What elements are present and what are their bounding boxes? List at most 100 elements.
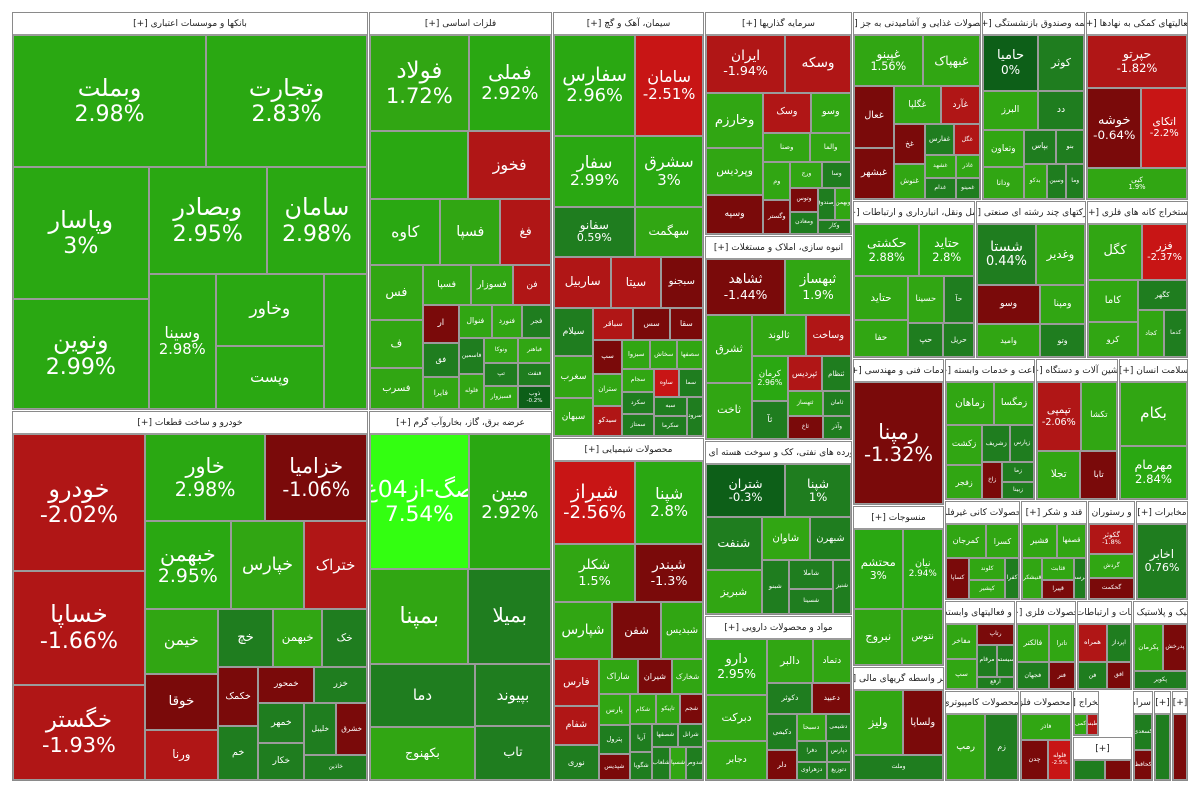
stock-tile[interactable]: چدن: [1021, 740, 1049, 780]
stock-tile[interactable]: زفجر: [946, 465, 983, 499]
stock-tile[interactable]: مفاخر: [946, 624, 977, 660]
stock-tile[interactable]: حپ: [907, 322, 944, 357]
stock-tile[interactable]: نبروج: [854, 609, 903, 665]
stock-tile[interactable]: فنر: [1048, 662, 1075, 689]
stock-tile[interactable]: حتاید 2.8%: [919, 224, 974, 277]
stock-tile[interactable]: خزامیا -1.06%: [265, 434, 367, 522]
stock-tile[interactable]: وپردیس: [706, 148, 764, 195]
sector-header[interactable]: مخابرات [+]: [1137, 502, 1187, 524]
stock-tile[interactable]: وسو: [810, 92, 851, 133]
stock-tile[interactable]: خیمن: [144, 608, 218, 674]
stock-tile[interactable]: خم: [217, 725, 259, 780]
stock-tile[interactable]: خاور 2.98%: [144, 434, 266, 522]
stock-tile[interactable]: سبهان: [554, 398, 593, 436]
stock-tile[interactable]: والما: [810, 132, 851, 163]
stock-tile[interactable]: خمحور: [258, 667, 315, 704]
stock-tile[interactable]: نتوس: [902, 609, 943, 665]
stock-tile[interactable]: سمتاز: [622, 414, 654, 436]
stock-tile[interactable]: غگلپا: [894, 86, 941, 124]
stock-tile[interactable]: شپارس: [554, 602, 612, 660]
stock-tile[interactable]: خکار: [258, 742, 305, 780]
stock-tile[interactable]: خبهمن 2.95%: [144, 521, 231, 609]
stock-tile[interactable]: شستا 0.44%: [977, 224, 1036, 285]
stock-tile[interactable]: ورنا: [144, 730, 218, 780]
sector-header[interactable]: سلامت انسان [+]: [1120, 360, 1187, 382]
stock-tile[interactable]: دتوزیع: [826, 761, 851, 780]
stock-tile[interactable]: غبهپاک: [922, 35, 980, 87]
stock-tile[interactable]: بکام: [1120, 382, 1187, 446]
stock-tile[interactable]: تاترا: [1048, 624, 1075, 663]
sector-header[interactable]: تولید محصولات کامپیوتری [+]: [946, 692, 1018, 714]
stock-tile[interactable]: محتشم 3%: [854, 529, 903, 610]
stock-tile[interactable]: تاپیکو: [655, 694, 681, 724]
stock-tile[interactable]: سبه: [653, 396, 687, 417]
stock-tile[interactable]: قشیر: [1022, 524, 1057, 559]
stock-tile[interactable]: کپشیر: [969, 580, 1006, 599]
stock-tile[interactable]: وتو: [1040, 323, 1085, 357]
stock-tile[interactable]: دجابر: [706, 741, 768, 780]
sector-header[interactable]: منسوجات [+]: [854, 507, 943, 529]
sector-header[interactable]: سیمان، آهک و گچ [+]: [554, 13, 703, 35]
stock-tile[interactable]: غپینو 1.56%: [854, 35, 923, 87]
stock-tile[interactable]: خمهر: [258, 703, 305, 743]
stock-tile[interactable]: فولاد 1.72%: [370, 35, 469, 132]
stock-tile[interactable]: شلعاب: [652, 747, 670, 780]
stock-tile[interactable]: کوثر: [1038, 35, 1084, 91]
stock-tile[interactable]: فجهان: [1017, 662, 1049, 689]
stock-tile[interactable]: قلرست: [1073, 558, 1086, 599]
stock-tile[interactable]: شپنا 2.8%: [635, 461, 703, 545]
sector-header[interactable]: سایر محصولات کانی غیرفلزی [+]: [946, 502, 1019, 524]
sector-header[interactable]: شرکتهای چند رشته ای صنعتی [+]: [977, 202, 1085, 224]
stock-tile[interactable]: کمی: [1074, 714, 1088, 735]
stock-tile[interactable]: فس: [370, 265, 423, 321]
stock-tile[interactable]: بنو: [1056, 129, 1084, 164]
stock-tile[interactable]: سما: [678, 369, 703, 397]
stock-tile[interactable]: حکشتی 2.88%: [854, 224, 920, 277]
stock-tile[interactable]: سفارس 2.96%: [554, 35, 636, 137]
sector-header[interactable]: [+]: [1074, 738, 1131, 760]
stock-tile[interactable]: وتعاون: [983, 129, 1024, 168]
stock-tile[interactable]: همراه: [1078, 624, 1107, 663]
stock-tile[interactable]: زم: [985, 714, 1018, 780]
stock-tile[interactable]: وما: [1066, 163, 1084, 199]
stock-tile[interactable]: خلیبل: [304, 703, 337, 756]
stock-tile[interactable]: [370, 131, 469, 199]
stock-tile[interactable]: ثامان: [822, 390, 851, 417]
stock-tile[interactable]: فلوله -2.5%: [1048, 740, 1071, 780]
stock-tile[interactable]: ثنظام: [821, 356, 851, 391]
stock-tile[interactable]: سپ: [592, 340, 623, 375]
stock-tile[interactable]: سخاش: [650, 340, 678, 370]
stock-tile[interactable]: فاسمین: [459, 338, 485, 375]
stock-tile[interactable]: دما: [370, 664, 475, 727]
stock-tile[interactable]: ولیز: [854, 690, 903, 756]
stock-tile[interactable]: سیدکو: [592, 406, 623, 436]
stock-tile[interactable]: ثتهساز: [787, 390, 823, 417]
stock-tile[interactable]: غشهد: [924, 155, 956, 179]
stock-tile[interactable]: سکرما: [653, 416, 687, 436]
stock-tile[interactable]: دکیمی: [767, 714, 797, 750]
stock-tile[interactable]: وسینا 2.98%: [148, 273, 216, 409]
stock-tile[interactable]: وساخت: [805, 315, 851, 357]
stock-tile[interactable]: خچ: [217, 608, 274, 668]
stock-tile[interactable]: وخارزم: [706, 92, 764, 149]
stock-tile[interactable]: حفا: [854, 320, 908, 357]
stock-tile[interactable]: وسو: [977, 284, 1041, 324]
sector-header[interactable]: مواد و محصولات دارویی [+]: [706, 617, 851, 639]
stock-tile[interactable]: نوری: [554, 745, 599, 780]
stock-tile[interactable]: ذوب -0.2%: [518, 386, 551, 409]
stock-tile[interactable]: مبین 2.92%: [468, 434, 551, 570]
stock-tile[interactable]: دتماد: [812, 639, 851, 683]
stock-tile[interactable]: کبی 1.9%: [1087, 168, 1187, 199]
stock-tile[interactable]: بدکو: [1023, 163, 1047, 199]
stock-tile[interactable]: ثآ: [752, 400, 788, 439]
sector-header[interactable]: کاشی و سرامیک [+]: [1134, 692, 1152, 714]
stock-tile[interactable]: وآذر: [822, 416, 851, 439]
stock-tile[interactable]: فسپا: [422, 265, 471, 306]
stock-tile[interactable]: شکلر 1.5%: [554, 544, 636, 603]
stock-tile[interactable]: فخوز: [468, 131, 551, 199]
stock-tile[interactable]: فاذر: [1021, 714, 1071, 741]
stock-tile[interactable]: غعال: [854, 86, 895, 148]
stock-tile[interactable]: البرز: [983, 90, 1038, 130]
stock-tile[interactable]: کجاد: [1137, 309, 1165, 357]
stock-tile[interactable]: فن: [513, 265, 551, 306]
